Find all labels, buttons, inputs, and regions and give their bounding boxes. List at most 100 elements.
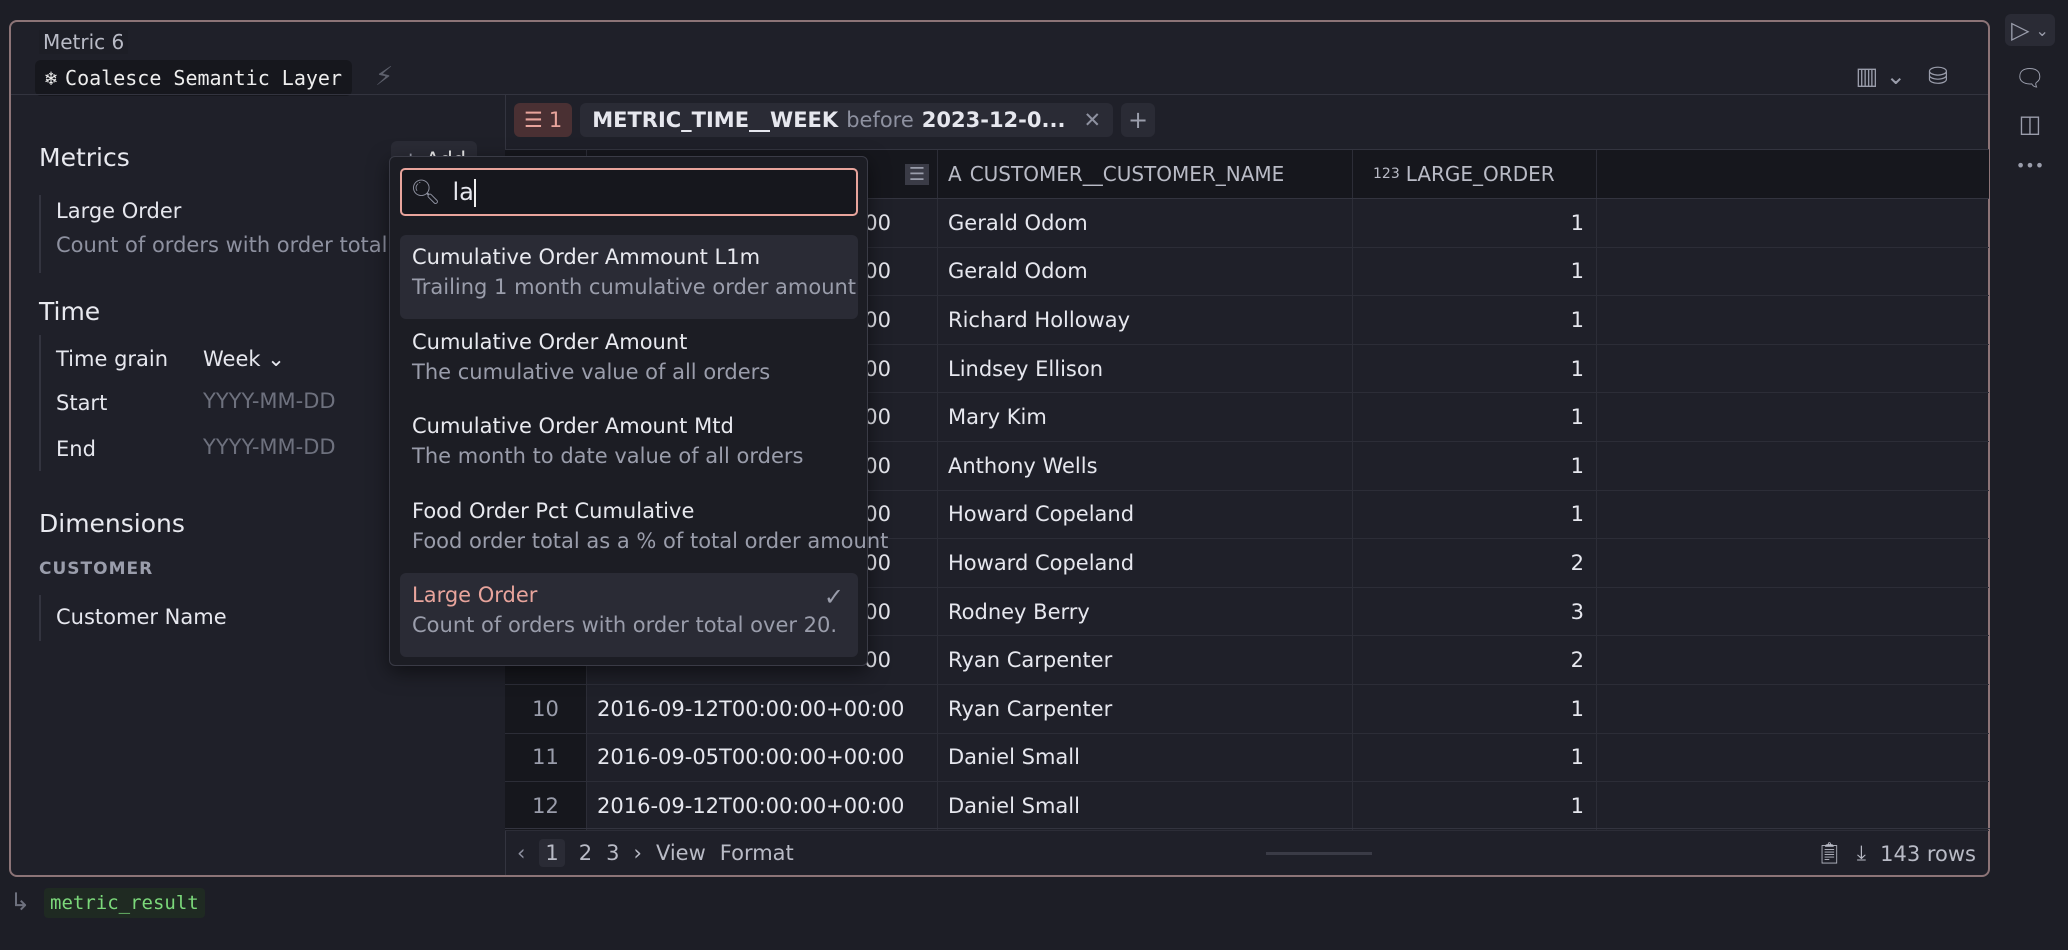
large-order-cell: 2 xyxy=(1353,539,1597,587)
prev-page-icon[interactable]: ‹ xyxy=(517,841,526,865)
column-header-date[interactable]: ☰ xyxy=(587,150,938,198)
column-label: LARGE_ORDER xyxy=(1405,162,1555,186)
date-value: 00 xyxy=(864,259,891,284)
metric-name[interactable]: Large Order xyxy=(56,199,182,223)
metric-option[interactable]: Food Order Pct Cumulative Food order tota… xyxy=(400,489,889,573)
large-order-cell: 1 xyxy=(1353,199,1597,247)
large-order-cell: 1 xyxy=(1353,733,1597,782)
date-cell: 00 xyxy=(587,441,938,490)
metric-search-input[interactable]: 🔍︎ la xyxy=(400,168,858,216)
table-row: 10 2016-09-12T00:00:00+00:00 Ryan Carpen… xyxy=(505,684,1989,734)
date-cell: 00 xyxy=(587,296,938,344)
row-number: 11 xyxy=(505,733,587,782)
table-row: 11 2016-09-05T00:00:00+00:00 Daniel Smal… xyxy=(505,733,1989,783)
large-order-cell: 3 xyxy=(1353,587,1597,636)
columns-export-icon[interactable]: ▥ ⌄ xyxy=(1855,62,1906,90)
text-type-icon: A xyxy=(948,162,962,186)
table-footer: ‹ 1 2 3 › View Format 📋︎ ⤓ 143 rows xyxy=(505,828,1990,877)
date-value: 00 xyxy=(864,648,891,673)
date-value: 00 xyxy=(864,356,891,381)
option-description: Trailing 1 month cumulative order amount xyxy=(412,275,857,299)
connection-selector[interactable]: ❄ Coalesce Semantic Layer xyxy=(35,60,352,96)
option-title: Cumulative Order Amount xyxy=(412,329,688,354)
date-value: 00 xyxy=(864,405,891,430)
date-value: 2016-09-12T00:00:00+00:00 xyxy=(597,793,905,818)
end-label: End xyxy=(56,437,96,461)
comment-icon[interactable]: 🗨︎ xyxy=(2014,64,2046,92)
large-order-cell: 2 xyxy=(1353,636,1597,684)
filter-value: 2023-12-0... xyxy=(921,108,1066,132)
customer-name-cell: Lindsey Ellison xyxy=(938,344,1353,393)
close-icon[interactable]: ✕ xyxy=(1083,108,1102,132)
option-description: The month to date value of all orders xyxy=(412,444,804,468)
page-3[interactable]: 3 xyxy=(606,841,620,865)
divider xyxy=(11,94,1988,95)
option-description: Food order total as a % of total order a… xyxy=(412,528,889,553)
database-settings-icon[interactable]: ⛁ xyxy=(1927,62,1948,90)
customer-name-cell: Gerald Odom xyxy=(938,247,1353,296)
customer-name-cell: Rodney Berry xyxy=(938,587,1353,636)
chevron-down-icon[interactable]: ⌄ xyxy=(2035,20,2049,40)
option-title: Food Order Pct Cumulative xyxy=(412,498,695,523)
run-button[interactable]: ▷ ⌄ xyxy=(2005,14,2055,46)
filter-count-button[interactable]: ☰ 1 xyxy=(514,103,573,137)
start-date-input[interactable]: YYYY-MM-DD xyxy=(203,389,336,413)
option-description: Count of orders with order total over 20… xyxy=(412,613,838,637)
date-value: 00 xyxy=(864,210,891,235)
end-date-input[interactable]: YYYY-MM-DD xyxy=(203,435,336,459)
filter-bar: ☰ 1 METRIC_TIME__WEEK before 2023-12-0...… xyxy=(514,103,1156,137)
column-label: CUSTOMER__CUSTOMER_NAME xyxy=(969,162,1285,186)
metric-option[interactable]: Large Order Count of orders with order to… xyxy=(400,573,858,657)
large-order-cell: 1 xyxy=(1353,247,1597,296)
page-2[interactable]: 2 xyxy=(578,841,593,865)
date-cell: 00 xyxy=(587,539,938,587)
check-icon: ✓ xyxy=(823,583,844,611)
output-arrow-icon: ↳ xyxy=(10,888,31,916)
column-header-large-order[interactable]: 123 LARGE_ORDER xyxy=(1353,150,1597,198)
date-value: 00 xyxy=(864,550,891,575)
chevron-down-icon: ⌄ xyxy=(267,347,285,371)
clipboard-icon[interactable]: 📋︎ xyxy=(1816,841,1843,865)
customer-name-cell: Ryan Carpenter xyxy=(938,684,1353,733)
date-cell: 00 xyxy=(587,247,938,296)
page-1[interactable]: 1 xyxy=(539,839,565,867)
view-button[interactable]: View xyxy=(655,841,706,865)
large-order-cell: 1 xyxy=(1353,441,1597,490)
add-filter-button[interactable]: + xyxy=(1121,103,1156,137)
row-number: 10 xyxy=(505,684,587,733)
format-button[interactable]: Format xyxy=(719,841,794,865)
more-icon[interactable]: ••• xyxy=(2015,156,2045,175)
date-value: 2016-09-05T00:00:00+00:00 xyxy=(597,745,905,770)
metric-option[interactable]: Cumulative Order Ammount L1m Trailing 1 m… xyxy=(400,235,858,319)
table-row: 12 2016-09-12T00:00:00+00:00 Daniel Smal… xyxy=(505,782,1989,831)
search-icon: 🔍︎ xyxy=(410,178,441,206)
date-value: 00 xyxy=(864,453,891,478)
dimensions-heading: Dimensions xyxy=(39,509,185,538)
customer-name-cell: Howard Copeland xyxy=(938,490,1353,539)
download-icon[interactable]: ⤓ xyxy=(1856,841,1867,865)
metric-picker-dropdown: 🔍︎ la Cumulative Order Ammount L1m Traili… xyxy=(389,156,889,666)
next-page-icon[interactable]: › xyxy=(633,841,642,865)
lightning-icon[interactable]: ⚡︎ xyxy=(375,62,394,92)
date-cell: 00 xyxy=(587,344,938,393)
date-cell: 00 xyxy=(587,636,938,684)
horizontal-scrollbar[interactable] xyxy=(1266,852,1372,855)
time-grain-select[interactable]: Week ⌄ xyxy=(203,347,285,371)
column-header-customer-name[interactable]: A CUSTOMER__CUSTOMER_NAME xyxy=(938,150,1353,198)
time-heading: Time xyxy=(39,297,101,326)
date-cell: 2016-09-12T00:00:00+00:00 xyxy=(587,782,938,830)
metrics-heading: Metrics xyxy=(39,143,130,172)
layout-icon[interactable]: ◫ xyxy=(2018,110,2042,138)
option-description: The cumulative value of all orders xyxy=(412,359,771,384)
metric-option[interactable]: Cumulative Order Amount The cumulative va… xyxy=(400,320,858,404)
dimension-item[interactable]: Customer Name xyxy=(56,605,227,629)
customer-name-cell: Ryan Carpenter xyxy=(938,636,1353,684)
date-value: 2016-09-12T00:00:00+00:00 xyxy=(597,696,905,721)
large-order-cell: 1 xyxy=(1353,490,1597,539)
metric-option[interactable]: Cumulative Order Amount Mtd The month to … xyxy=(400,404,858,488)
column-filter-icon[interactable]: ☰ xyxy=(904,163,929,185)
filter-chip[interactable]: METRIC_TIME__WEEK before 2023-12-0... ✕ xyxy=(580,103,1114,137)
output-variable[interactable]: metric_result xyxy=(44,888,205,918)
customer-name-cell: Daniel Small xyxy=(938,782,1353,830)
large-order-cell: 1 xyxy=(1353,296,1597,344)
